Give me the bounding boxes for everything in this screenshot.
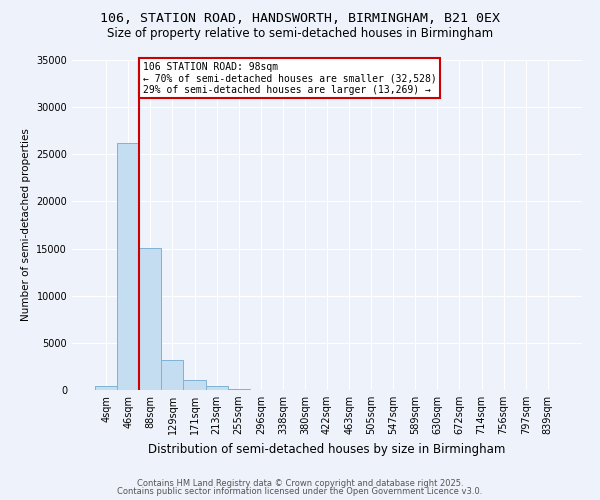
Bar <box>227 388 250 390</box>
Text: 106, STATION ROAD, HANDSWORTH, BIRMINGHAM, B21 0EX: 106, STATION ROAD, HANDSWORTH, BIRMINGHA… <box>100 12 500 26</box>
Text: 106 STATION ROAD: 98sqm
← 70% of semi-detached houses are smaller (32,528)
29% o: 106 STATION ROAD: 98sqm ← 70% of semi-de… <box>143 62 436 95</box>
Bar <box>117 143 139 390</box>
Bar <box>184 380 206 390</box>
Bar <box>206 386 227 390</box>
X-axis label: Distribution of semi-detached houses by size in Birmingham: Distribution of semi-detached houses by … <box>148 442 506 456</box>
Text: Contains HM Land Registry data © Crown copyright and database right 2025.: Contains HM Land Registry data © Crown c… <box>137 478 463 488</box>
Bar <box>139 248 161 390</box>
Bar <box>161 360 184 390</box>
Bar <box>95 386 117 390</box>
Text: Size of property relative to semi-detached houses in Birmingham: Size of property relative to semi-detach… <box>107 28 493 40</box>
Y-axis label: Number of semi-detached properties: Number of semi-detached properties <box>21 128 31 322</box>
Text: Contains public sector information licensed under the Open Government Licence v3: Contains public sector information licen… <box>118 487 482 496</box>
